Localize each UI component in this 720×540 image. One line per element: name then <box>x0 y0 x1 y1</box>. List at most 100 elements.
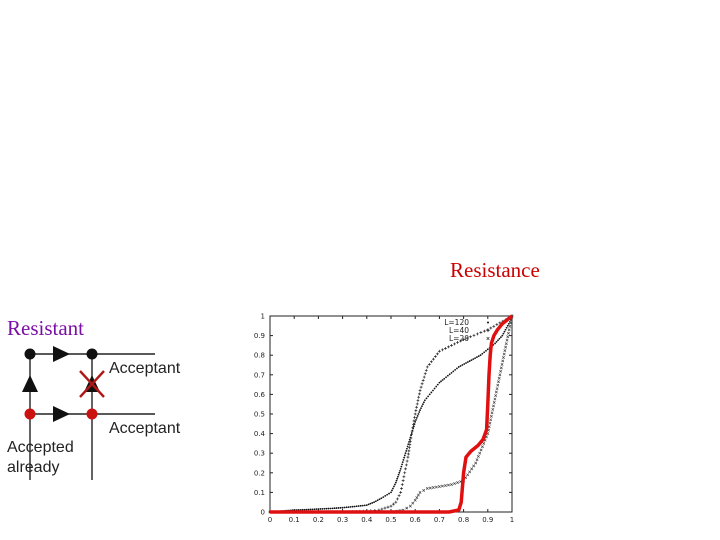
x-tick-label: 0.9 <box>482 516 493 524</box>
data-point <box>349 506 352 508</box>
data-point <box>470 467 474 471</box>
data-point <box>331 507 334 510</box>
data-point <box>378 498 381 501</box>
data-point <box>305 508 308 511</box>
data-point <box>501 334 504 337</box>
data-point <box>476 455 480 458</box>
data-point <box>415 417 418 419</box>
arrow-right-icon <box>53 346 70 362</box>
data-point <box>413 498 417 502</box>
data-point <box>508 324 512 328</box>
data-point <box>424 368 428 372</box>
data-point <box>401 479 405 483</box>
data-point <box>506 324 509 327</box>
data-point <box>489 418 493 422</box>
data-point <box>404 467 407 471</box>
data-point <box>492 401 496 404</box>
data-point <box>438 349 441 353</box>
data-point <box>440 380 442 383</box>
data-point <box>466 473 470 477</box>
series-l-120 <box>269 317 513 513</box>
data-point <box>490 411 494 415</box>
data-point <box>421 405 423 408</box>
chart: 0 0.1 0.2 0.3 0.4 0.5 0.6 0.7 0.8 0.9 1 0 0.1 0.2 0.3 0… <box>254 313 514 525</box>
x-tick-label: 0.3 <box>337 516 348 524</box>
data-point <box>315 508 318 511</box>
data-point <box>399 467 402 470</box>
data-point <box>452 370 455 373</box>
data-point <box>465 362 467 364</box>
data-point <box>406 447 408 450</box>
x-tick-label: 0 <box>268 516 272 524</box>
data-point <box>406 455 410 459</box>
legend-label: L=120 <box>444 318 469 327</box>
data-point <box>337 507 340 509</box>
data-point <box>373 501 375 504</box>
data-point <box>402 459 405 461</box>
y-tick-label: 0.3 <box>254 450 265 458</box>
data-point <box>495 323 499 326</box>
data-point <box>494 394 498 398</box>
data-point <box>405 506 409 510</box>
chart-frame <box>269 315 513 513</box>
data-point <box>339 506 342 509</box>
data-point <box>437 485 441 488</box>
data-point <box>413 412 417 416</box>
data-point <box>479 354 482 357</box>
data-point <box>399 491 403 494</box>
data-point <box>415 496 419 500</box>
data-point <box>311 508 314 511</box>
data-point <box>494 390 498 394</box>
data-point <box>351 505 354 508</box>
data-point <box>359 504 362 507</box>
data-point <box>440 484 444 488</box>
data-point <box>441 379 444 381</box>
data-point <box>502 352 506 356</box>
data-point <box>411 501 415 505</box>
data-point <box>399 469 401 472</box>
data-point <box>321 507 324 510</box>
data-point <box>502 356 505 359</box>
data-point <box>313 508 316 511</box>
data-point <box>457 366 460 368</box>
data-point <box>408 504 412 508</box>
data-point <box>468 360 471 362</box>
data-point <box>421 379 425 382</box>
data-point <box>408 443 412 446</box>
data-point <box>418 389 422 392</box>
data-point <box>376 499 379 502</box>
data-point <box>416 415 419 417</box>
data-point <box>355 505 358 508</box>
data-point <box>419 385 423 389</box>
data-point <box>450 344 453 347</box>
data-point <box>423 372 427 376</box>
data-point <box>503 330 506 333</box>
data-point <box>450 371 453 374</box>
chart-ticks: 0 0.1 0.2 0.3 0.4 0.5 0.6 0.7 0.8 0.9 1 0 0.1 0.2 0.3 0… <box>254 313 514 525</box>
y-tick-label: 0.8 <box>254 352 265 360</box>
data-point <box>357 505 360 507</box>
data-point <box>493 397 497 401</box>
data-point <box>389 504 393 508</box>
data-point <box>415 418 417 421</box>
black-node <box>86 348 98 360</box>
x-tick-label: 1 <box>510 516 514 524</box>
data-point <box>391 489 393 492</box>
data-point <box>393 485 395 488</box>
data-point <box>489 326 493 330</box>
data-point <box>472 358 475 361</box>
x-tick-label: 0.6 <box>410 516 422 524</box>
red-threshold-curve <box>270 314 514 514</box>
data-point <box>386 493 389 496</box>
data-point <box>503 349 507 353</box>
data-point <box>341 506 344 509</box>
data-point <box>390 491 392 494</box>
data-point <box>492 404 495 408</box>
data-point <box>422 375 426 379</box>
data-point <box>435 385 438 388</box>
y-tick-label: 0 <box>261 509 265 517</box>
data-point <box>309 508 312 511</box>
data-point <box>448 373 451 376</box>
data-point <box>367 503 370 506</box>
